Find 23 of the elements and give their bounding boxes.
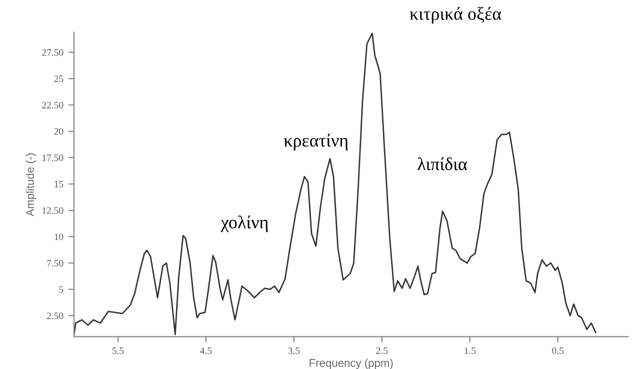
y-tick-label: 15 [54,180,64,188]
annotation: χολίνη [220,216,268,232]
y-tick-label: 25 [54,76,64,82]
x-tick-label: 3.5 [288,347,300,354]
x-tick-label: 2.5 [376,347,388,354]
x-tick-label: 0.5 [552,347,564,354]
x-axis-title: Frequency (ppm) [310,358,393,369]
y-tick-label: 5 [59,286,64,293]
x-tick-label: 1.5 [464,347,476,354]
y-tick-label: 12.50 [42,207,64,214]
x-tick-label: 4.5 [200,347,212,354]
annotation: λιπίδια [418,157,467,170]
y-tick-label: 17.50 [42,154,64,162]
y-tick-label: 7.50 [47,260,64,266]
y-tick-label: 22.50 [42,102,64,108]
y-axis-title: Amplitude (-) [26,153,36,216]
x-tick-label: 5.5 [112,348,124,354]
annotation: κρεατίνη [284,134,348,150]
y-tick-label: 2.50 [46,312,64,320]
y-tick-label: 10 [54,234,64,240]
y-tick-label: 20 [54,128,64,135]
annotation: κιτρικά οξέα [410,6,502,24]
y-tick-label: 27.50 [42,49,64,56]
